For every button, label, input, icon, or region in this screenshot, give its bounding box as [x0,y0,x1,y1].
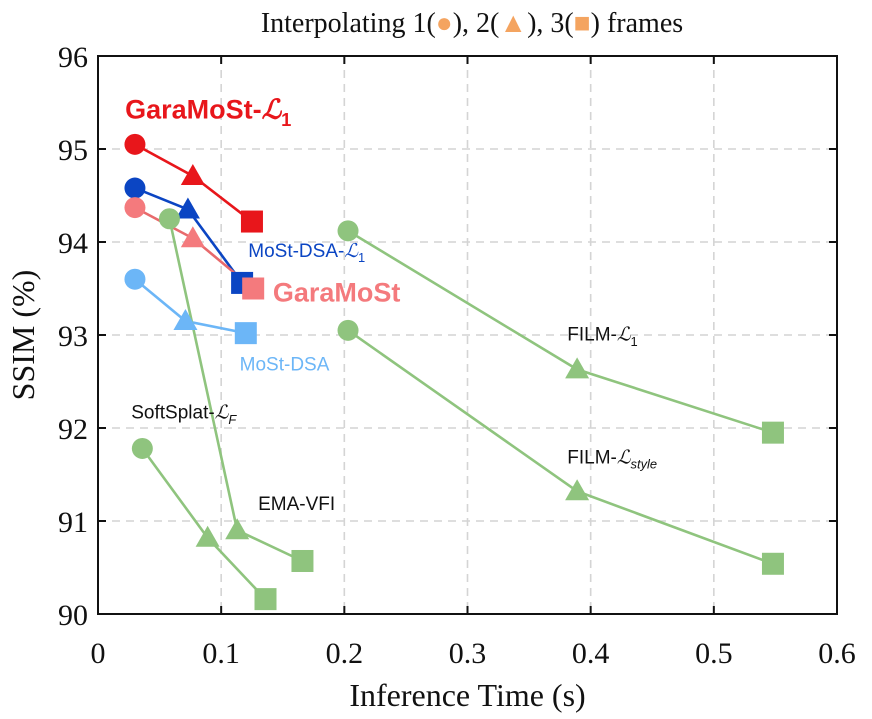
series-label-garamost-l1: GaraMoSt-ℒ1 [125,94,291,130]
marker-garamost-l1-circle [124,133,146,155]
series-labels: GaraMoSt-ℒ1 MoSt-DSA-ℒ1 GaraMoSt MoSt-DSA So… [125,94,657,515]
y-tick-label: 96 [58,41,88,74]
marker-garamost-l1-triangle [180,163,205,185]
x-tick-label: 0.3 [449,637,487,670]
x-tick-label: 0.4 [572,637,610,670]
series-line-softsplat-lf [141,447,267,601]
y-tick-label: 93 [58,320,88,353]
series-label-most-dsa-l1: MoSt-DSA-ℒ1 [248,241,365,265]
y-tick-label: 95 [58,134,88,167]
series-label-softsplat-lf: SoftSplat-ℒF [131,403,237,427]
series-label-film-l1: FILM-ℒ1 [567,325,637,349]
marker-garamost-circle [124,197,146,219]
series-line-film-lstyle [347,329,774,565]
marker-garamost-l1-square [240,210,263,233]
marker-most-dsa-l1-triangle [175,197,200,219]
marker-garamost-square [242,277,265,300]
y-tick-label: 90 [58,599,88,632]
chart-title: Interpolating 1(●), 2(▲), 3(■) frames [261,8,683,39]
marker-most-dsa-square [234,322,257,345]
x-tick-label: 0.1 [202,637,240,670]
marker-most-dsa-l1-circle [124,177,146,199]
marker-ema-vfi-triangle [225,518,250,540]
marker-film-l1-square [761,421,784,444]
title-circle-icon: ● [436,8,453,39]
y-tick-label: 92 [58,413,88,446]
x-tick-label: 0 [91,637,106,670]
title-prefix: Interpolating 1( [261,8,436,39]
marker-softsplat-lf-triangle [195,525,220,547]
series-line-film-l1 [347,229,774,434]
y-axis-label: SSIM (%) [5,270,41,401]
y-tick-label: 91 [58,506,88,539]
title-triangle-icon: ▲ [499,8,527,39]
marker-film-lstyle-triangle [565,479,590,501]
marker-film-l1-circle [337,220,359,242]
marker-film-lstyle-circle [337,319,359,341]
series-label-ema-vfi: EMA-VFI [258,494,335,515]
data-markers [124,133,784,611]
marker-film-l1-triangle [565,357,590,379]
series-label-garamost: GaraMoSt [273,278,401,308]
marker-softsplat-lf-square [254,588,277,611]
x-axis-label: Inference Time (s) [349,677,585,713]
marker-ema-vfi-circle [158,208,180,230]
marker-softsplat-lf-circle [131,437,153,459]
title-mid2: ), 3( [527,8,574,39]
series-label-film-lstyle: FILM-ℒstyle [567,447,657,471]
x-tick-label: 0.6 [818,637,856,670]
marker-ema-vfi-square [291,549,314,572]
title-suffix: ) frames [591,8,684,39]
y-tick-label: 94 [58,227,88,260]
x-tick-label: 0.2 [326,637,364,670]
marker-garamost-triangle [180,226,205,248]
axis-ticks: 0 0.1 0.2 0.3 0.4 0.5 0.6 90 91 92 93 94 95 96 [58,41,856,670]
marker-most-dsa-circle [124,268,146,290]
title-square-icon: ■ [574,8,591,39]
grid [98,56,837,614]
x-tick-label: 0.5 [695,637,733,670]
marker-most-dsa-triangle [173,309,198,331]
title-mid1: ), 2( [453,8,500,39]
series-label-most-dsa: MoSt-DSA [240,354,330,375]
marker-film-lstyle-square [761,552,784,575]
